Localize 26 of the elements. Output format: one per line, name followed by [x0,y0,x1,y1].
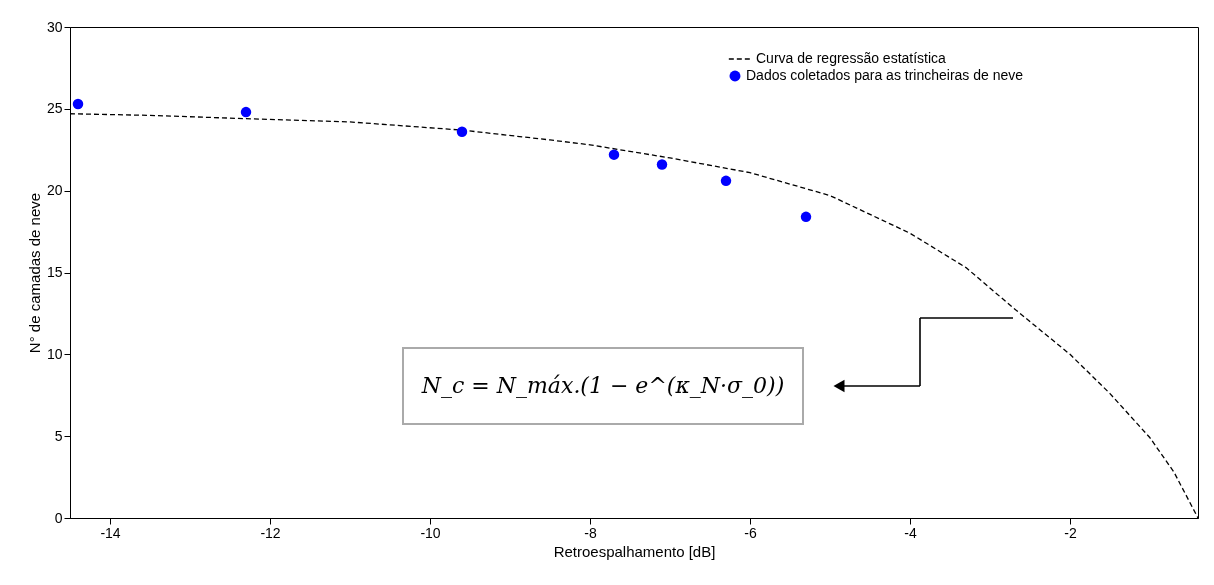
y-tick-label: 25 [46,100,63,117]
x-tick-label: -4 [904,524,917,541]
y-tick-label: 10 [46,345,63,362]
point [456,126,468,137]
annotation: N_c = N_máx.(1 − e^(κ_N·σ_0)) [420,373,785,398]
y-tick-label: 30 [46,18,63,35]
x-tick-label: -14 [100,524,121,541]
legend-label: Curva de regressão estatística [756,50,947,66]
point [656,159,668,170]
y-tick-label: 20 [46,182,63,199]
y-tick-label: 15 [46,264,63,280]
x-axis-title: Retroespalhamento [dB] [553,542,716,560]
x-tick-label: -10 [420,524,441,541]
point [72,98,84,110]
y-tick-label: 5 [54,427,63,444]
point [240,106,252,118]
legend-label: Dados coletados para as trincheiras de neve [746,67,1024,83]
point [720,175,732,187]
point [608,149,620,160]
x-tick-label: -6 [744,524,757,541]
x-tick-label: -8 [584,524,597,541]
x-tick-label: -12 [260,524,281,541]
y-tick-label: 0 [54,509,63,526]
point [800,211,812,223]
x-tick-label: -2 [1064,524,1077,541]
y-axis-title: N° de camadas de neve [25,192,43,354]
